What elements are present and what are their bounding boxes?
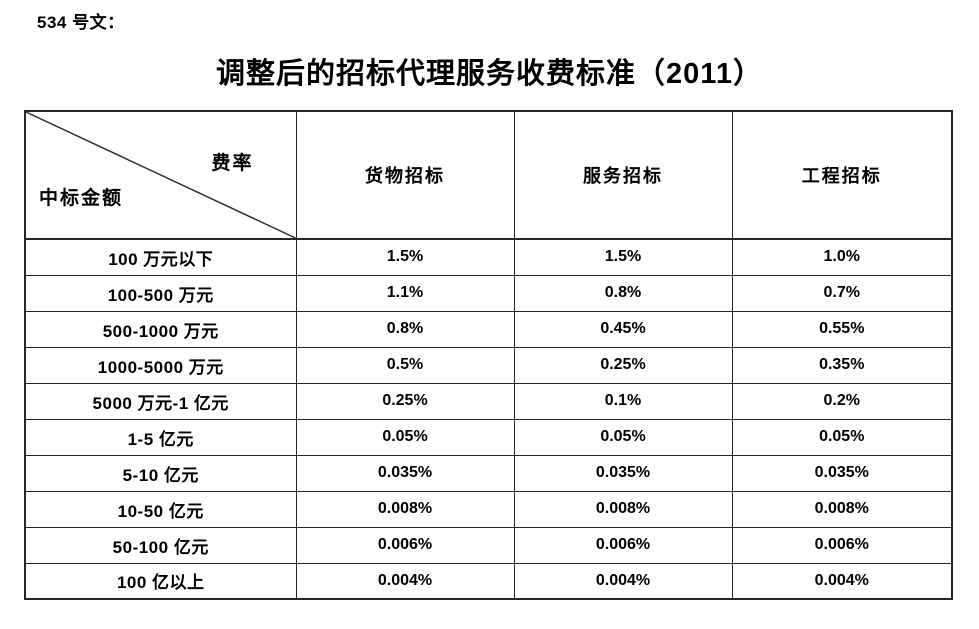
fee-value-cell: 0.05% (731, 418, 953, 456)
fee-value-cell: 0.006% (513, 526, 733, 564)
fee-value-cell: 0.25% (513, 346, 733, 384)
fee-value-cell: 0.008% (513, 490, 733, 528)
table-row: 1-5 亿元 0.05% 0.05% 0.05% (24, 418, 953, 456)
fee-rate-table: 费率 中标金额 货物招标 服务招标 工程招标 100 万元以下 1.5% 1.5… (24, 110, 953, 600)
fee-value-cell: 0.004% (731, 562, 953, 600)
table-row: 100 亿以上 0.004% 0.004% 0.004% (24, 562, 953, 600)
fee-value-cell: 0.05% (513, 418, 733, 456)
fee-value-cell: 0.008% (295, 490, 515, 528)
doc-number-label: 534 号文： (37, 13, 125, 32)
page-title: 调整后的招标代理服务收费标准（2011） (216, 58, 763, 90)
diagonal-header-cell: 费率 中标金额 (24, 110, 297, 240)
fee-value-cell: 1.5% (295, 238, 515, 276)
table-row: 5-10 亿元 0.035% 0.035% 0.035% (24, 454, 953, 492)
row-label-cell: 100 亿以上 (24, 562, 297, 600)
corner-label-amount: 中标金额 (39, 188, 124, 209)
fee-value-cell: 0.006% (295, 526, 515, 564)
fee-value-cell: 0.008% (731, 490, 953, 528)
fee-value-cell: 0.5% (295, 346, 515, 384)
column-header-services: 服务招标 (513, 110, 733, 240)
table-row: 100-500 万元 1.1% 0.8% 0.7% (24, 274, 953, 312)
table-header-row: 费率 中标金额 货物招标 服务招标 工程招标 (24, 110, 953, 240)
column-header-goods: 货物招标 (295, 110, 515, 240)
corner-label-rate: 费率 (211, 153, 254, 174)
table-row: 100 万元以下 1.5% 1.5% 1.0% (24, 238, 953, 276)
diagonal-divider-line (26, 112, 296, 238)
fee-value-cell: 0.1% (513, 382, 733, 420)
row-label-cell: 5-10 亿元 (24, 454, 297, 492)
table-row: 50-100 亿元 0.006% 0.006% 0.006% (24, 526, 953, 564)
fee-value-cell: 0.035% (295, 454, 515, 492)
fee-value-cell: 0.05% (295, 418, 515, 456)
row-label-cell: 100-500 万元 (24, 274, 297, 312)
table-row: 500-1000 万元 0.8% 0.45% 0.55% (24, 310, 953, 348)
fee-value-cell: 0.035% (731, 454, 953, 492)
row-label-cell: 50-100 亿元 (24, 526, 297, 564)
fee-value-cell: 1.0% (731, 238, 953, 276)
row-label-cell: 5000 万元-1 亿元 (24, 382, 297, 420)
fee-value-cell: 0.45% (513, 310, 733, 348)
table-row: 10-50 亿元 0.008% 0.008% 0.008% (24, 490, 953, 528)
row-label-cell: 500-1000 万元 (24, 310, 297, 348)
fee-value-cell: 0.006% (731, 526, 953, 564)
fee-value-cell: 0.004% (295, 562, 515, 600)
fee-value-cell: 1.5% (513, 238, 733, 276)
fee-value-cell: 0.35% (731, 346, 953, 384)
row-label-cell: 1-5 亿元 (24, 418, 297, 456)
fee-value-cell: 0.004% (513, 562, 733, 600)
table-row: 5000 万元-1 亿元 0.25% 0.1% 0.2% (24, 382, 953, 420)
fee-value-cell: 0.8% (295, 310, 515, 348)
fee-value-cell: 0.55% (731, 310, 953, 348)
row-label-cell: 10-50 亿元 (24, 490, 297, 528)
column-header-engineering: 工程招标 (731, 110, 953, 240)
fee-value-cell: 0.8% (513, 274, 733, 312)
row-label-cell: 100 万元以下 (24, 238, 297, 276)
row-label-cell: 1000-5000 万元 (24, 346, 297, 384)
fee-value-cell: 0.035% (513, 454, 733, 492)
fee-value-cell: 1.1% (295, 274, 515, 312)
fee-value-cell: 0.2% (731, 382, 953, 420)
fee-value-cell: 0.7% (731, 274, 953, 312)
table-row: 1000-5000 万元 0.5% 0.25% 0.35% (24, 346, 953, 384)
fee-value-cell: 0.25% (295, 382, 515, 420)
